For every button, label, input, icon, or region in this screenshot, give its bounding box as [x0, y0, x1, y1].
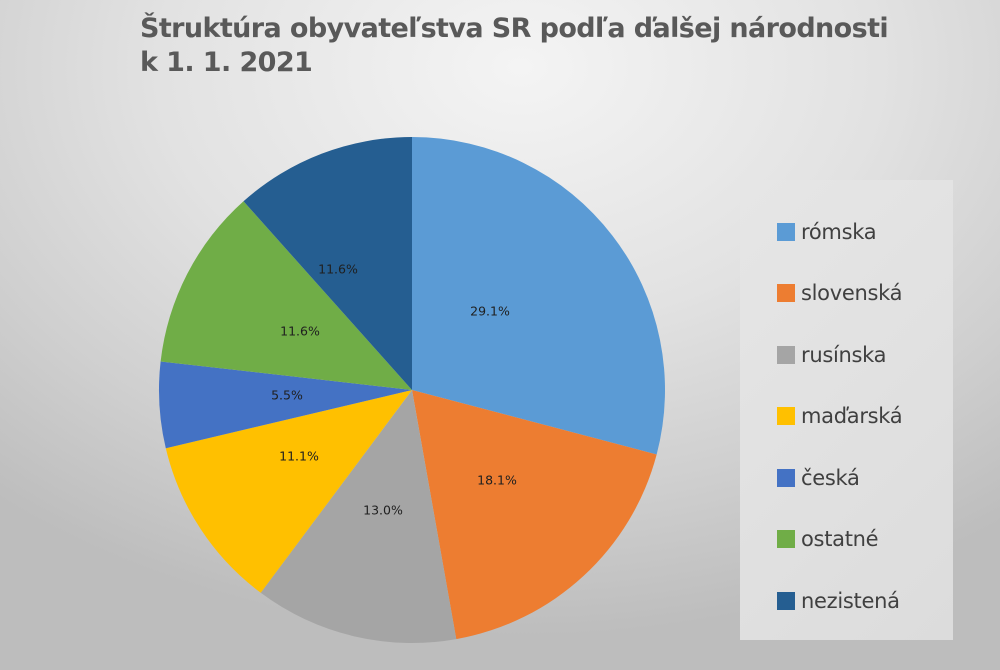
pie-slice-nezistená [243, 137, 412, 390]
legend-swatch-icon [777, 407, 795, 426]
chart-title-line-2: k 1. 1. 2021 [140, 47, 313, 78]
pie-slice-rusínska [260, 390, 457, 643]
legend-swatch-icon [777, 591, 795, 610]
pie-chart: 29.1% 18.1% 13.0% 11.1% 5.5% 11.6% 11.6% [159, 137, 665, 643]
legend-label: rusínska [801, 342, 887, 367]
legend-item-slovenska: slovenská [740, 263, 953, 325]
legend-label: nezistená [801, 588, 900, 613]
pie-slice-rómska [412, 137, 665, 455]
slice-data-label: 5.5% [271, 388, 303, 403]
pie-slice-česká [159, 361, 412, 449]
slice-data-label: 13.0% [363, 503, 403, 518]
slice-data-label: 11.1% [279, 449, 319, 464]
chart-title-line-1: Štruktúra obyvateľstva SR podľa ďalšej n… [140, 13, 889, 44]
legend-item-nezistena: nezistená [740, 570, 953, 632]
slice-data-label: 11.6% [318, 262, 358, 277]
pie-slice-ostatné [160, 201, 412, 390]
legend-item-ceska: česká [740, 447, 953, 509]
legend-item-rusinska: rusínska [740, 324, 953, 386]
legend-item-madarska: maďarská [740, 386, 953, 448]
legend-item-ostatne: ostatné [740, 509, 953, 571]
legend-label: ostatné [801, 527, 879, 552]
legend-swatch-icon [777, 345, 795, 364]
legend-swatch-icon [777, 222, 795, 241]
legend: rómska slovenská rusínska maďarská česká… [740, 180, 953, 640]
pie-slice-slovenská [412, 390, 657, 640]
slice-data-label: 11.6% [280, 324, 320, 339]
legend-label: rómska [801, 219, 877, 244]
slice-data-label: 18.1% [477, 473, 517, 488]
legend-swatch-icon [777, 284, 795, 303]
legend-label: česká [801, 465, 860, 490]
legend-label: maďarská [801, 404, 903, 429]
chart-title: Štruktúra obyvateľstva SR podľa ďalšej n… [140, 12, 940, 80]
legend-swatch-icon [777, 468, 795, 487]
pie-slice-maďarská [165, 390, 412, 593]
slice-data-label: 29.1% [470, 304, 510, 319]
legend-item-romska: rómska [740, 201, 953, 263]
legend-label: slovenská [801, 281, 903, 306]
legend-swatch-icon [777, 530, 795, 549]
